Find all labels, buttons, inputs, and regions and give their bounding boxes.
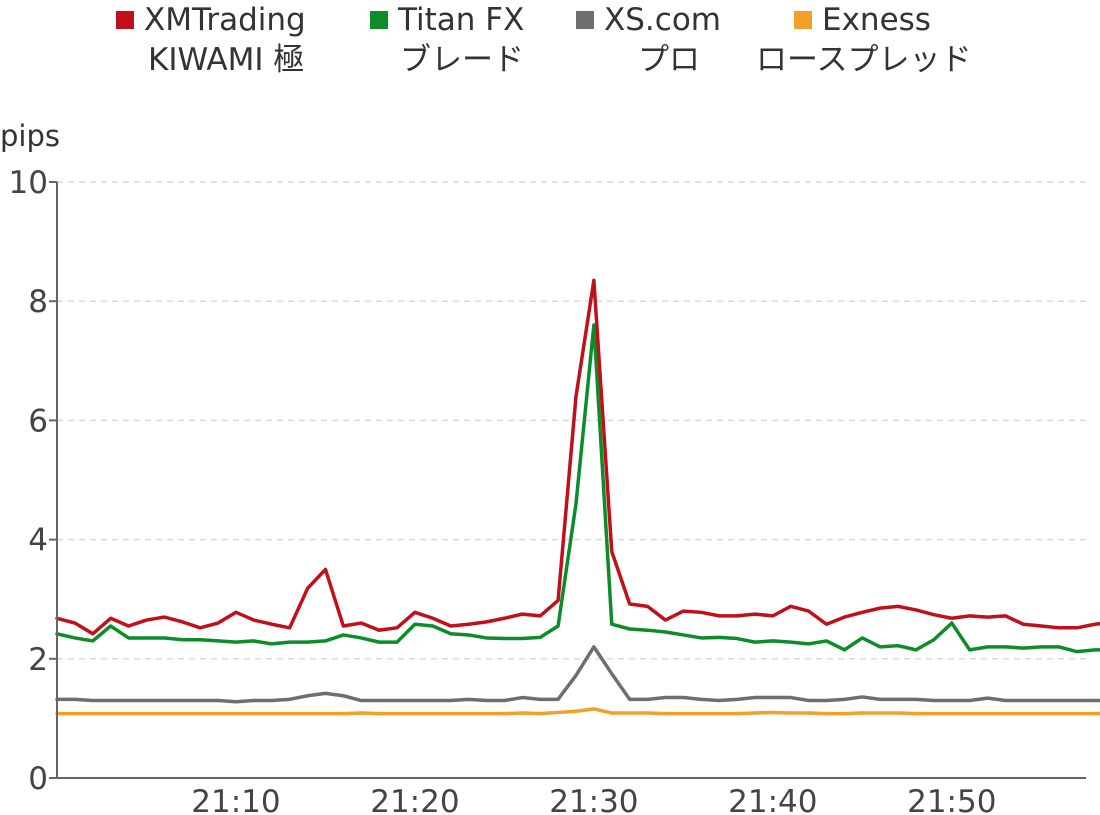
- x-tick-label-2120: 21:20: [370, 784, 459, 815]
- legend-item-xscom: XS.com プロ: [576, 0, 721, 80]
- legend-sublabel-titanfx: ブレード: [400, 42, 524, 78]
- chart-legend: XMTrading KIWAMI 極 Titan FX ブレード XS.com …: [0, 0, 1100, 100]
- legend-sublabel-exness: ロースプレッド: [756, 42, 972, 78]
- y-tick-label-4: 4: [28, 523, 48, 559]
- x-tick-label-2130: 21:30: [549, 784, 638, 815]
- legend-sublabel-xscom: プロ: [638, 42, 700, 78]
- series-line-xscom: [55, 645, 1100, 704]
- legend-sublabel-xmtrading: KIWAMI 極: [148, 42, 305, 78]
- legend-swatch-titanfx: [370, 11, 388, 29]
- series-lines: [55, 278, 1100, 716]
- y-tick-label-2: 2: [28, 642, 48, 678]
- y-tick-label-8: 8: [28, 284, 48, 320]
- series-line-xmtrading: [55, 278, 1100, 636]
- legend-item-titanfx: Titan FX ブレード: [370, 0, 524, 80]
- y-tick-label-10: 10: [9, 165, 48, 201]
- series-line-titanfx: [55, 323, 1100, 654]
- y-tick-label-6: 6: [28, 403, 48, 439]
- legend-item-exness: Exness ロースプレッド: [756, 0, 971, 80]
- x-tick-label-2110: 21:10: [191, 784, 280, 815]
- legend-label-exness: Exness: [822, 2, 931, 38]
- series-line-exness: [55, 707, 1100, 716]
- legend-swatch-xscom: [576, 11, 594, 29]
- y-axis-ticks: 0 2 4 6 8 10: [9, 165, 57, 797]
- x-tick-label-2150: 21:50: [907, 784, 996, 815]
- legend-label-xscom: XS.com: [604, 2, 721, 38]
- gridlines: [57, 181, 1086, 660]
- x-tick-label-2140: 21:40: [728, 784, 817, 815]
- x-axis-ticks: 21:10 21:20 21:30 21:40 21:50: [191, 784, 996, 815]
- legend-label-xmtrading: XMTrading: [144, 2, 306, 38]
- legend-item-xmtrading: XMTrading KIWAMI 極: [116, 0, 306, 80]
- legend-swatch-xmtrading: [116, 11, 134, 29]
- y-tick-label-0: 0: [28, 761, 48, 797]
- legend-label-titanfx: Titan FX: [398, 2, 525, 38]
- legend-swatch-exness: [794, 11, 812, 29]
- y-axis-unit-label: pips: [0, 119, 60, 153]
